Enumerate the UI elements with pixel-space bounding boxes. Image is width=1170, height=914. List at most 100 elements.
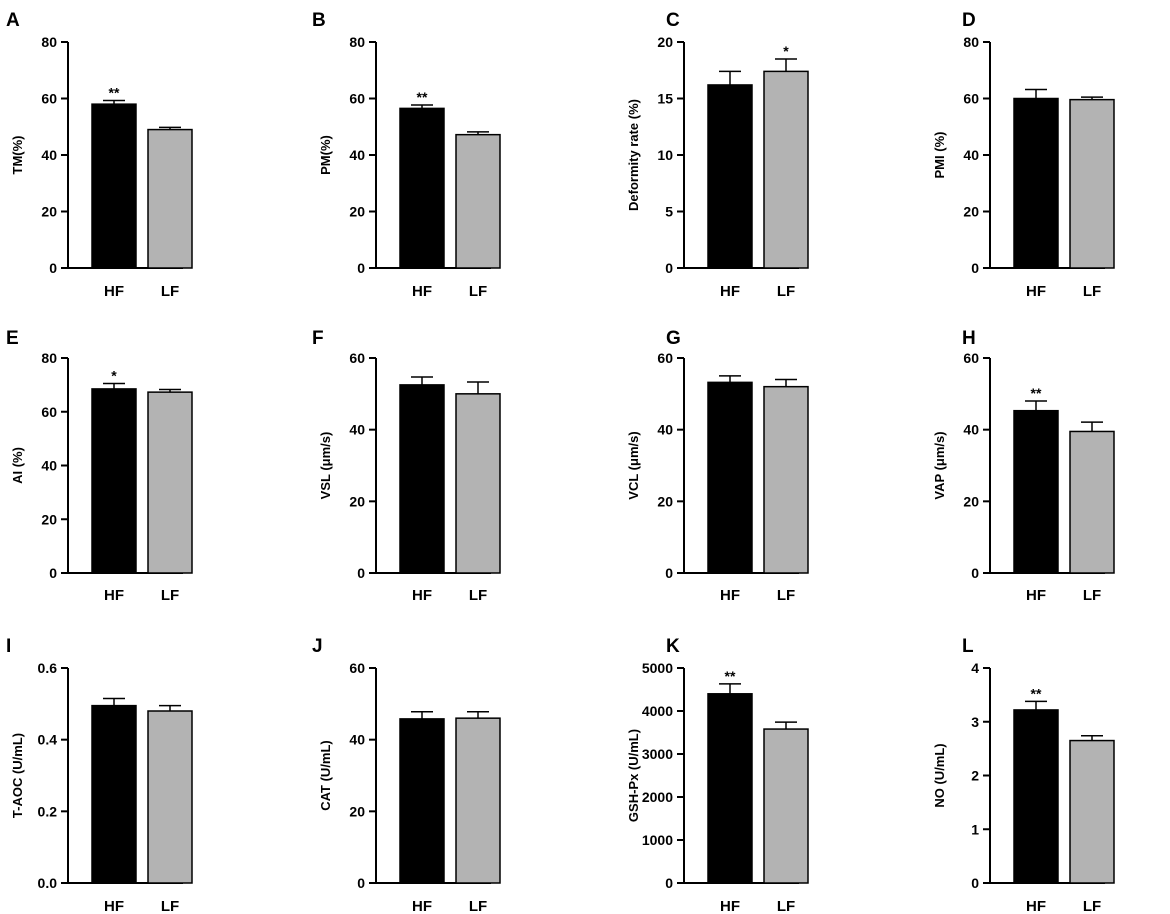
y-axis-label-g: VCL (μm/s) [626,431,641,499]
bar-h-hf [1013,409,1059,574]
panel-letter-f: F [312,328,324,349]
y-axis-label-i: T-AOC (U/mL) [10,733,25,818]
bar-l-lf [1069,739,1115,884]
category-label-a-hf: HF [104,283,124,300]
bar-g-lf [763,385,809,574]
category-label-c-hf: HF [720,283,740,300]
category-label-h-hf: HF [1026,587,1046,604]
y-tick-label-i: 0.0 [38,875,58,891]
category-label-k-lf: LF [777,898,795,914]
significance-c-lf: * [783,43,789,59]
y-tick-label-h: 60 [963,350,979,366]
category-label-j-hf: HF [412,898,432,914]
y-tick-label-i: 0.2 [38,803,58,819]
y-tick-label-c: 20 [657,34,673,50]
y-tick-label-d: 20 [963,204,979,220]
y-tick-label-e: 60 [41,404,57,420]
bar-b-lf [455,133,501,269]
category-label-h-lf: LF [1083,587,1101,604]
category-label-b-hf: HF [412,283,432,300]
y-tick-label-a: 0 [49,260,57,276]
y-tick-label-k: 1000 [642,832,673,848]
y-axis-label-c: Deformity rate (%) [626,99,641,211]
bar-d-hf [1013,97,1059,269]
y-tick-label-d: 40 [963,147,979,163]
bar-f-lf [455,393,501,574]
category-label-e-lf: LF [161,587,179,604]
y-tick-label-d: 80 [963,34,979,50]
bar-l-hf [1013,709,1059,884]
y-tick-label-c: 10 [657,147,673,163]
category-label-e-hf: HF [104,587,124,604]
y-tick-label-a: 40 [41,147,57,163]
y-axis-label-b: PM(%) [318,135,333,175]
y-tick-label-k: 4000 [642,703,673,719]
bar-i-hf [91,704,137,884]
bar-i-lf [147,710,193,884]
y-tick-label-b: 0 [357,260,365,276]
significance-h-hf: ** [1031,385,1042,401]
panel-letter-k: K [666,636,680,657]
y-tick-label-l: 0 [971,875,979,891]
panel-letter-e: E [6,328,19,349]
category-label-g-hf: HF [720,587,740,604]
panel-letter-c: C [666,10,680,31]
y-tick-label-l: 2 [971,768,979,784]
category-label-g-lf: LF [777,587,795,604]
panel-letter-a: A [6,10,20,31]
bar-e-hf [91,388,137,574]
y-axis-label-h: VAP (μm/s) [932,431,947,499]
y-axis-label-a: TM(%) [10,136,25,175]
category-label-d-hf: HF [1026,283,1046,300]
bar-d-lf [1069,98,1115,269]
bar-a-lf [147,128,193,269]
y-tick-label-f: 40 [349,422,365,438]
y-tick-label-b: 20 [349,204,365,220]
y-tick-label-h: 40 [963,422,979,438]
panel-letter-d: D [962,10,976,31]
category-label-l-lf: LF [1083,898,1101,914]
y-tick-label-b: 60 [349,91,365,107]
y-axis-label-e: AI (%) [10,447,25,484]
panel-letter-j: J [312,636,323,657]
y-tick-label-g: 40 [657,422,673,438]
y-tick-label-k: 0 [665,875,673,891]
y-axis-label-k: GSH-Px (U/mL) [626,729,641,822]
y-tick-label-k: 5000 [642,660,673,676]
y-tick-label-l: 4 [971,660,979,676]
y-tick-label-e: 20 [41,511,57,527]
y-tick-label-c: 0 [665,260,673,276]
panel-letter-l: L [962,636,974,657]
bar-j-lf [455,717,501,884]
significance-e-hf: * [111,368,117,384]
y-tick-label-j: 40 [349,732,365,748]
y-tick-label-f: 0 [357,565,365,581]
y-tick-label-h: 0 [971,565,979,581]
significance-l-hf: ** [1031,685,1042,701]
y-tick-label-i: 0.4 [38,732,58,748]
y-tick-label-f: 20 [349,493,365,509]
y-tick-label-d: 0 [971,260,979,276]
significance-k-hf: ** [725,668,736,684]
y-axis-label-f: VSL (μm/s) [318,432,333,500]
y-tick-label-h: 20 [963,493,979,509]
bar-f-hf [399,384,445,574]
category-label-j-lf: LF [469,898,487,914]
category-label-b-lf: LF [469,283,487,300]
bar-e-lf [147,391,193,574]
bar-j-hf [399,718,445,884]
y-tick-label-l: 3 [971,714,979,730]
bar-c-hf [707,84,753,269]
category-label-a-lf: LF [161,283,179,300]
y-tick-label-d: 60 [963,91,979,107]
y-tick-label-f: 60 [349,350,365,366]
panel-letter-h: H [962,328,976,349]
bar-c-lf [763,70,809,269]
bar-k-hf [707,693,753,884]
panel-letter-b: B [312,10,326,31]
category-label-f-hf: HF [412,587,432,604]
bar-h-lf [1069,430,1115,574]
y-axis-label-d: PMI (%) [932,132,947,179]
y-tick-label-k: 2000 [642,789,673,805]
y-tick-label-a: 20 [41,204,57,220]
